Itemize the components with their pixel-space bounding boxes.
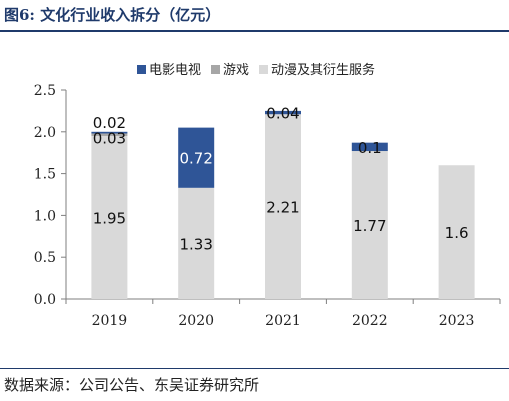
x-tick-label: 2020	[178, 313, 214, 329]
data-label: 0.72	[179, 150, 212, 168]
figure-title: 图6: 文化行业收入拆分（亿元）	[4, 6, 221, 24]
data-label: 1.77	[353, 217, 386, 235]
data-label: 1.6	[445, 224, 469, 242]
x-tick-label: 2022	[352, 313, 388, 329]
data-label: 1.33	[179, 235, 212, 253]
y-tick-label: 1.5	[34, 167, 56, 183]
data-label: 0.02	[93, 114, 126, 132]
stacked-bar-chart: 0.0 0.5 1.0 1.5 2.0 2.5 2019 2020 2021 2022 2023 1.…	[34, 62, 501, 329]
legend-label: 动漫及其衍生服务	[271, 62, 375, 78]
bar-segment	[351, 151, 388, 299]
bar-segment	[91, 135, 128, 299]
legend-swatch	[259, 65, 268, 74]
bar-segment	[178, 127, 215, 188]
y-tick-label: 0.0	[34, 292, 56, 308]
legend-swatch	[211, 65, 220, 74]
bar-segment	[178, 187, 215, 299]
x-tick-label: 2021	[265, 313, 301, 329]
x-tick-label: 2019	[92, 313, 128, 329]
bar-segment	[438, 165, 475, 299]
bar-segment	[265, 110, 301, 115]
y-tick-label: 2.0	[34, 125, 56, 141]
legend-label: 电影电视	[149, 63, 201, 78]
data-label: 0.04	[266, 105, 299, 123]
bar-segment	[351, 142, 388, 152]
x-tick-label: 2023	[439, 313, 475, 329]
bar-segment	[265, 114, 301, 299]
y-tick-label: 2.5	[34, 83, 56, 99]
legend-swatch	[137, 65, 146, 74]
data-label: 0.03	[93, 129, 126, 147]
title-rule	[0, 30, 509, 32]
y-tick-label: 0.5	[34, 250, 56, 266]
data-label: 2.21	[266, 199, 299, 217]
bar-segment	[91, 133, 128, 136]
bar-segment	[91, 131, 128, 134]
data-label: 1.95	[93, 209, 126, 227]
legend-label: 游戏	[223, 63, 249, 78]
source-rule	[0, 368, 509, 369]
data-label: 0.1	[358, 139, 382, 157]
y-tick-label: 1.0	[34, 208, 56, 224]
source-note: 数据来源：公司公告、东吴证券研究所	[4, 376, 260, 394]
